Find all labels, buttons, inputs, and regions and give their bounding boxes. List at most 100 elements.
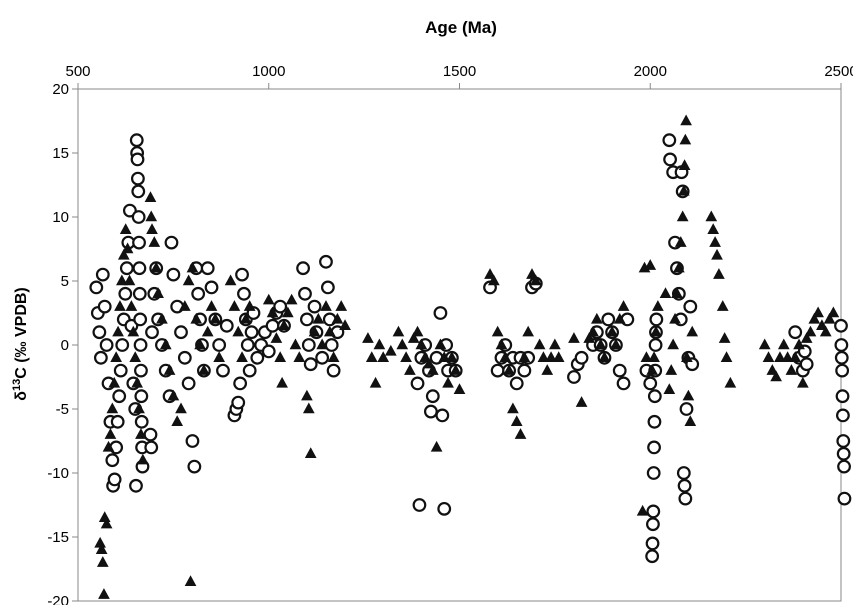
triangle-point (331, 312, 344, 324)
plot-frame (77, 88, 842, 602)
triangle-point (274, 351, 287, 363)
circle-point (145, 325, 159, 340)
y-tick-label: -15 (47, 529, 69, 546)
triangle-point (281, 306, 294, 318)
triangle-point (426, 364, 439, 375)
triangle-point (365, 351, 378, 363)
circle-point (132, 235, 146, 250)
circle-point (683, 299, 698, 314)
triangle-point (373, 338, 386, 350)
circle-point (129, 478, 143, 493)
circle-point (836, 434, 851, 448)
triangle-point (262, 293, 275, 305)
triangle-point (369, 376, 382, 388)
circle-point (144, 440, 159, 455)
y-tick-label: -5 (56, 401, 69, 418)
triangle-point (312, 312, 325, 324)
circle-point (131, 184, 146, 199)
series-filled-triangle (94, 114, 840, 599)
triangle-point (529, 274, 542, 286)
circle-point (240, 338, 255, 352)
circle-point (645, 536, 660, 551)
triangle-point (400, 351, 412, 363)
triangle-point (121, 242, 134, 254)
circle-point (612, 363, 627, 378)
triangle-point (673, 261, 685, 273)
triangle-point (442, 376, 454, 388)
circle-point (490, 363, 505, 378)
circle-point (166, 267, 181, 282)
triangle-point (94, 536, 106, 548)
x-axis-title: Age (Ma) (425, 18, 497, 37)
triangle-point (129, 351, 142, 363)
y-axis-title-sup: 13 (11, 379, 23, 391)
triangle-point (598, 351, 611, 363)
triangle-point (682, 389, 695, 401)
triangle-point (718, 332, 731, 343)
triangle-point (293, 351, 306, 363)
triangle-point (396, 338, 409, 350)
triangle-point (713, 268, 725, 279)
circle-point (303, 357, 318, 372)
circle-point (324, 338, 339, 352)
triangle-point (671, 287, 683, 299)
triangle-point (175, 402, 187, 414)
triangle-point (411, 325, 424, 337)
triangle-point (770, 370, 782, 382)
x-tick-label: 1000 (252, 63, 285, 80)
triangle-point (667, 338, 679, 350)
triangle-point (302, 402, 315, 414)
triangle-point (514, 428, 527, 439)
triangle-point (606, 325, 618, 337)
triangle-point (449, 364, 462, 375)
triangle-point (135, 428, 147, 439)
circle-point (132, 286, 147, 301)
circle-point (662, 133, 677, 148)
circle-point (107, 472, 122, 487)
triangle-point (190, 312, 203, 324)
circle-point (567, 370, 581, 384)
triangle-point (194, 338, 206, 350)
triangle-point (823, 312, 836, 324)
circle-point (679, 402, 694, 416)
triangle-point (131, 376, 143, 388)
circle-point (837, 491, 852, 506)
circle-point (307, 299, 322, 314)
y-tick-label: -10 (47, 465, 69, 482)
triangle-point (705, 210, 718, 222)
triangle-point (446, 351, 458, 363)
y-tick-label: 10 (52, 209, 69, 226)
triangle-point (800, 332, 813, 343)
circle-point (509, 376, 524, 391)
circle-point (89, 280, 104, 295)
triangle-point (98, 588, 110, 599)
triangle-point (686, 325, 699, 337)
triangle-point (549, 338, 561, 350)
triangle-point (117, 248, 130, 260)
circle-point (233, 376, 248, 391)
triangle-point (644, 259, 657, 270)
triangle-point (613, 312, 626, 324)
x-tick-label: 2500 (824, 63, 853, 80)
circle-point (836, 446, 851, 461)
triangle-point (201, 325, 214, 337)
triangle-point (819, 325, 832, 337)
triangle-point (145, 210, 158, 222)
circle-point (95, 267, 110, 282)
circle-point (250, 350, 265, 365)
circle-point (93, 350, 108, 365)
circle-point (425, 389, 440, 404)
circle-point (646, 517, 660, 532)
y-axis-title-suffix: C (‰ VPDB) (13, 287, 30, 379)
circle-point (319, 254, 333, 269)
triangle-point (545, 351, 557, 363)
circle-point (648, 338, 663, 352)
data-points (89, 114, 852, 599)
circle-point (187, 459, 202, 474)
triangle-point (659, 287, 672, 299)
triangle-point (789, 351, 802, 363)
circle-point (115, 338, 130, 352)
triangle-point (159, 338, 172, 350)
circle-point (837, 459, 851, 474)
triangle-point (213, 351, 226, 363)
